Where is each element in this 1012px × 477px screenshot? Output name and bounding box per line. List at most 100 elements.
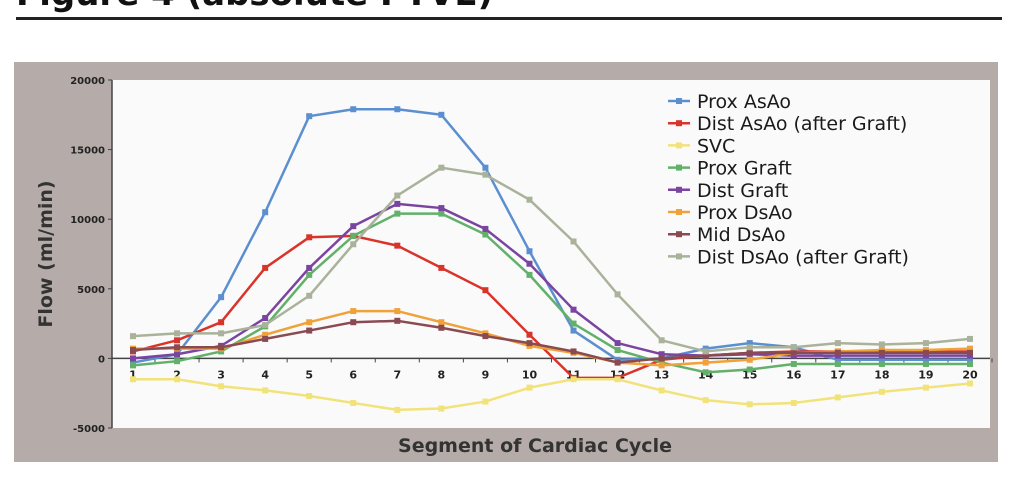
data-point	[658, 355, 665, 362]
data-point	[790, 349, 797, 356]
data-point	[746, 349, 753, 356]
data-point	[306, 234, 313, 241]
x-tick-label: 4	[261, 368, 269, 381]
data-point	[746, 344, 753, 351]
x-tick-label: 1	[129, 368, 137, 381]
data-point	[967, 335, 973, 342]
data-point	[394, 106, 401, 113]
data-point	[526, 331, 533, 338]
data-point	[394, 308, 401, 315]
data-point	[306, 264, 313, 271]
data-point	[438, 164, 445, 171]
series-line-dist-graft	[132, 202, 970, 360]
data-point	[570, 348, 577, 355]
x-tick-label: 8	[438, 368, 446, 381]
data-point	[570, 376, 577, 383]
legend-marker	[676, 253, 682, 260]
data-point	[482, 171, 489, 178]
data-point	[614, 376, 621, 383]
plot-area	[112, 80, 990, 428]
legend-marker	[676, 98, 682, 104]
data-point	[702, 348, 709, 355]
x-tick-label: 13	[654, 368, 669, 381]
data-point	[658, 351, 665, 358]
data-point	[746, 356, 753, 363]
data-point	[438, 405, 445, 412]
data-point	[878, 341, 885, 348]
data-point	[482, 398, 489, 405]
legend-label: SVC	[697, 135, 735, 157]
legend-marker	[676, 186, 682, 193]
data-point	[878, 349, 885, 356]
data-point	[350, 319, 357, 326]
data-point	[658, 337, 665, 344]
data-point	[702, 397, 709, 404]
data-point	[350, 399, 357, 406]
data-point	[967, 356, 973, 363]
data-point	[482, 225, 489, 232]
data-point	[967, 360, 973, 367]
data-point	[350, 232, 357, 239]
data-point	[438, 210, 445, 217]
data-point	[174, 330, 181, 337]
legend-marker	[676, 120, 682, 127]
data-point	[614, 359, 621, 366]
data-point	[526, 248, 533, 255]
data-point	[218, 383, 225, 390]
data-point	[834, 394, 841, 401]
x-tick-label: 16	[786, 368, 802, 381]
data-point	[790, 344, 797, 351]
legend-marker	[676, 142, 682, 149]
data-point	[834, 356, 841, 363]
x-tick-label: 10	[522, 368, 538, 381]
data-point	[482, 164, 489, 171]
data-point	[658, 387, 665, 394]
data-point	[922, 349, 929, 356]
x-tick-label: 6	[349, 368, 357, 381]
series-line-dist-dsao-after-graft-	[132, 166, 971, 353]
figure-title: Figure 4 (absolute PTVE)	[16, 0, 493, 14]
data-point	[394, 200, 401, 207]
series-line-mid-dsao	[132, 319, 970, 364]
data-point	[922, 384, 929, 391]
data-point	[438, 264, 445, 271]
data-point	[350, 223, 357, 230]
data-point	[570, 306, 577, 313]
data-point	[262, 331, 269, 338]
data-point	[834, 340, 841, 347]
data-point	[834, 360, 841, 367]
x-tick-label: 17	[830, 368, 845, 381]
data-point	[262, 387, 269, 394]
data-point	[482, 333, 489, 340]
data-point	[878, 360, 885, 367]
data-point	[967, 345, 973, 352]
x-tick-label: 3	[217, 368, 225, 381]
data-point	[174, 351, 181, 358]
legend-label: Mid DsAo	[697, 224, 786, 246]
data-point	[130, 347, 136, 354]
data-point	[262, 335, 269, 342]
data-point	[702, 359, 709, 366]
data-point	[967, 349, 973, 356]
data-point	[306, 271, 313, 278]
data-point	[174, 337, 181, 344]
x-tick-label: 5	[305, 368, 313, 381]
data-point	[306, 292, 313, 299]
data-point	[218, 294, 225, 301]
data-point	[967, 380, 973, 387]
data-point	[130, 355, 136, 362]
data-point	[394, 192, 401, 199]
data-point	[262, 209, 269, 216]
x-tick-label: 9	[482, 368, 490, 381]
data-point	[438, 205, 445, 212]
x-tick-label: 20	[962, 368, 978, 381]
data-point	[438, 324, 445, 331]
data-point	[834, 349, 841, 356]
x-tick-label: 19	[918, 368, 933, 381]
data-point	[218, 319, 225, 326]
data-point	[306, 319, 313, 326]
data-point	[702, 352, 709, 359]
data-point	[614, 340, 621, 347]
data-point	[262, 264, 269, 271]
